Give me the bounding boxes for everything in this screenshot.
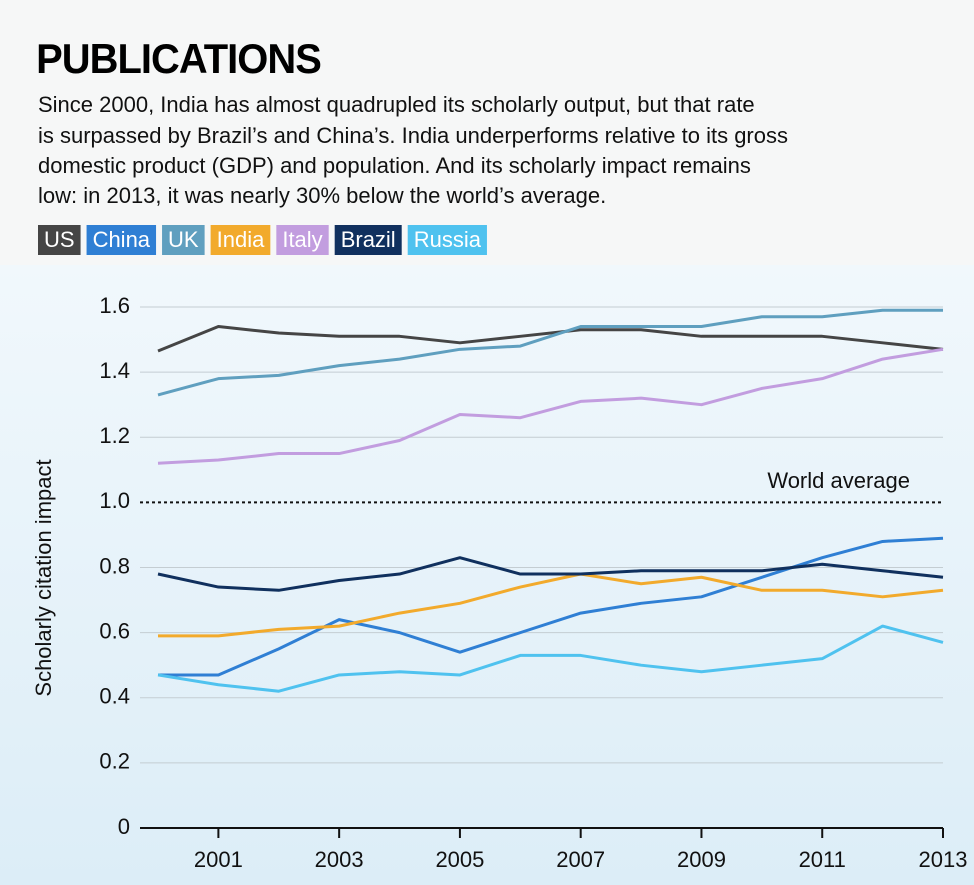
legend-swatch [86, 225, 157, 255]
y-tick-label: 1.2 [99, 423, 130, 448]
y-tick-label: 0.6 [99, 618, 130, 643]
chart-title: PUBLICATIONS [36, 35, 321, 82]
x-tick-label: 2001 [194, 847, 243, 872]
legend-label: Brazil [341, 227, 396, 252]
x-tick-label: 2013 [919, 847, 968, 872]
legend-label: China [93, 227, 151, 252]
x-tick-label: 2007 [556, 847, 605, 872]
legend-label: Italy [282, 227, 322, 252]
legend-swatch [407, 225, 487, 255]
legend-label: UK [168, 227, 199, 252]
series-line [157, 308, 943, 397]
series-line [158, 536, 944, 677]
y-tick-label: 0.4 [99, 684, 130, 709]
y-axis-label: Scholarly citation impact [31, 459, 56, 696]
series-line [157, 624, 944, 693]
legend-swatch [334, 225, 402, 255]
legend-label: India [217, 227, 265, 252]
series-line [157, 556, 944, 592]
subtitle: Since 2000, India has almost quadrupled … [38, 92, 755, 117]
y-tick-label: 1.0 [99, 488, 130, 513]
x-tick-label: 2005 [435, 847, 484, 872]
y-tick-label: 0.2 [99, 749, 130, 774]
legend-swatch [162, 225, 205, 255]
legend-swatch [38, 225, 81, 255]
legend-swatch [276, 225, 329, 255]
plot-background [0, 265, 974, 885]
series-line [158, 572, 944, 638]
x-tick-label: 2009 [677, 847, 726, 872]
legend-label: Russia [414, 227, 482, 252]
subtitle: domestic product (GDP) and population. A… [38, 153, 751, 178]
y-tick-label: 1.6 [99, 293, 130, 318]
series-line [157, 325, 944, 353]
x-tick-label: 2011 [799, 847, 846, 872]
legend-swatch [210, 225, 271, 255]
series-line [157, 347, 944, 465]
subtitle: low: in 2013, it was nearly 30% below th… [38, 183, 606, 208]
y-tick-label: 0.8 [99, 553, 130, 578]
y-tick-label: 1.4 [99, 358, 130, 383]
x-tick-label: 2003 [315, 847, 364, 872]
y-tick-label: 0 [118, 814, 130, 839]
legend-label: US [44, 227, 75, 252]
subtitle: is surpassed by Brazil’s and China’s. In… [38, 123, 788, 148]
reference-label: World average [767, 468, 910, 493]
